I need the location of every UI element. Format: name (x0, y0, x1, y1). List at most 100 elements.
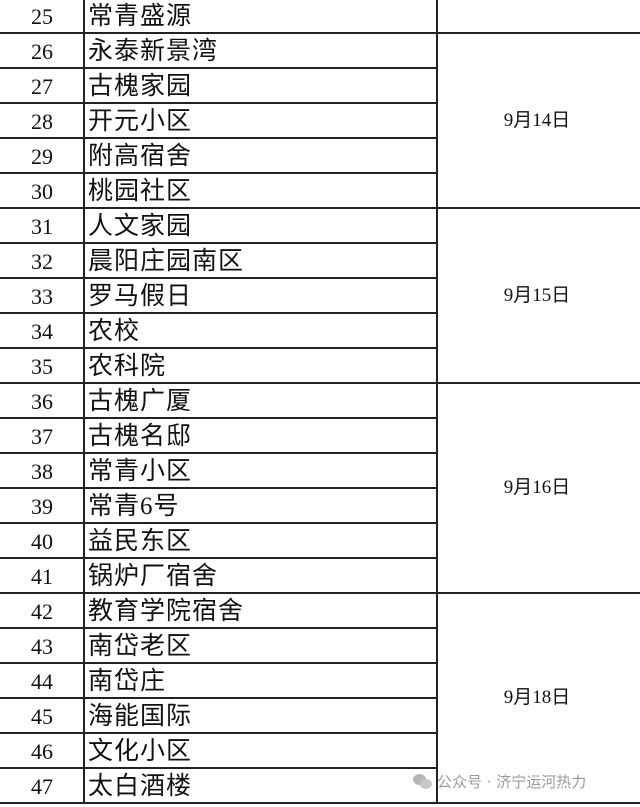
row-number: 39 (31, 494, 53, 519)
row-number: 32 (31, 249, 53, 274)
row-number: 27 (31, 74, 53, 99)
community-name: 古槐名邸 (88, 423, 193, 450)
row-number: 26 (31, 39, 53, 64)
group-divider (437, 32, 640, 34)
table-row: 26 永泰新景湾 (0, 33, 437, 68)
table-row: 37 古槐名邸 (0, 418, 437, 453)
table-row: 45 海能国际 (0, 698, 437, 733)
table-row: 35 农科院 (0, 348, 437, 383)
table-row: 33 罗马假日 (0, 278, 437, 313)
community-name: 太白酒楼 (88, 773, 193, 800)
row-divider (0, 732, 437, 734)
date-cell: 9月16日 (503, 477, 571, 498)
group-divider (437, 382, 640, 384)
row-number: 34 (31, 319, 53, 344)
community-name: 开元小区 (88, 108, 193, 135)
row-divider (0, 767, 437, 769)
community-name: 文化小区 (88, 738, 193, 765)
table-row: 32 晨阳庄园南区 (0, 243, 437, 278)
row-number: 37 (31, 424, 53, 449)
table-row: 31 人文家园 (0, 208, 437, 243)
row-number: 36 (31, 389, 53, 414)
row-divider (0, 802, 437, 804)
date-cell (437, 0, 637, 33)
community-name: 常青小区 (88, 458, 193, 485)
row-divider (0, 347, 437, 349)
table-row: 36 古槐广厦 (0, 383, 437, 418)
row-number: 29 (31, 144, 53, 169)
row-number: 38 (31, 459, 53, 484)
table-row: 46 文化小区 (0, 733, 437, 768)
row-number: 42 (31, 599, 53, 624)
table-row: 25 常青盛源 (0, 0, 437, 33)
community-name: 南岱庄 (88, 668, 167, 695)
table-row: 28 开元小区 (0, 103, 437, 138)
row-number: 46 (31, 739, 53, 764)
community-name: 农校 (88, 318, 141, 345)
row-divider (0, 557, 437, 559)
row-divider (0, 382, 437, 384)
row-divider (0, 627, 437, 629)
table-row: 39 常青6号 (0, 488, 437, 523)
community-name: 常青6号 (88, 493, 180, 520)
table-row: 41 锅炉厂宿舍 (0, 558, 437, 593)
row-divider (0, 312, 437, 314)
row-number: 44 (31, 669, 53, 694)
row-number: 41 (31, 564, 53, 589)
group-divider (437, 592, 640, 594)
row-number: 28 (31, 109, 53, 134)
date-cell: 9月15日 (503, 285, 571, 306)
table-row: 42 教育学院宿舍 (0, 593, 437, 628)
row-divider (0, 207, 437, 209)
table-row: 30 桃园社区 (0, 173, 437, 208)
community-name: 罗马假日 (88, 283, 193, 310)
row-number: 40 (31, 529, 53, 554)
row-divider (0, 102, 437, 104)
table-row: 38 常青小区 (0, 453, 437, 488)
community-name: 海能国际 (88, 703, 193, 730)
watermark-text: 公众号 · 济宁运河热力 (437, 773, 587, 791)
table-row: 29 附高宿舍 (0, 138, 437, 173)
table-row: 47 太白酒楼 (0, 768, 437, 803)
date-cell: 9月14日 (503, 110, 571, 131)
row-number: 31 (31, 214, 53, 239)
community-name: 桃园社区 (88, 178, 193, 205)
wechat-icon (413, 773, 433, 790)
row-divider (0, 452, 437, 454)
community-name: 教育学院宿舍 (88, 598, 245, 625)
row-number: 35 (31, 354, 53, 379)
row-number: 30 (31, 179, 53, 204)
row-divider (0, 67, 437, 69)
table-row: 44 南岱庄 (0, 663, 437, 698)
row-divider (0, 242, 437, 244)
column-divider (436, 0, 438, 804)
row-divider (0, 662, 437, 664)
table-row: 34 农校 (0, 313, 437, 348)
row-divider (0, 417, 437, 419)
row-divider (0, 592, 437, 594)
row-divider (0, 487, 437, 489)
community-name: 附高宿舍 (88, 143, 193, 170)
community-name: 古槐广厦 (88, 388, 193, 415)
group-divider (437, 802, 640, 804)
community-name: 晨阳庄园南区 (88, 248, 245, 275)
row-divider (0, 522, 437, 524)
community-name: 锅炉厂宿舍 (88, 563, 219, 590)
community-name: 永泰新景湾 (88, 38, 219, 65)
community-name: 农科院 (88, 353, 167, 380)
table-row: 40 益民东区 (0, 523, 437, 558)
watermark: 公众号 · 济宁运河热力 (413, 771, 586, 792)
row-number: 47 (31, 774, 53, 799)
community-name: 人文家园 (88, 213, 193, 240)
row-divider (0, 697, 437, 699)
date-cell: 9月18日 (503, 687, 571, 708)
row-divider (0, 32, 437, 34)
row-number: 25 (31, 4, 53, 29)
row-divider (0, 277, 437, 279)
row-divider (0, 172, 437, 174)
community-name: 益民东区 (88, 528, 193, 555)
table-row: 43 南岱老区 (0, 628, 437, 663)
row-number: 45 (31, 704, 53, 729)
row-number: 43 (31, 634, 53, 659)
row-divider (0, 137, 437, 139)
